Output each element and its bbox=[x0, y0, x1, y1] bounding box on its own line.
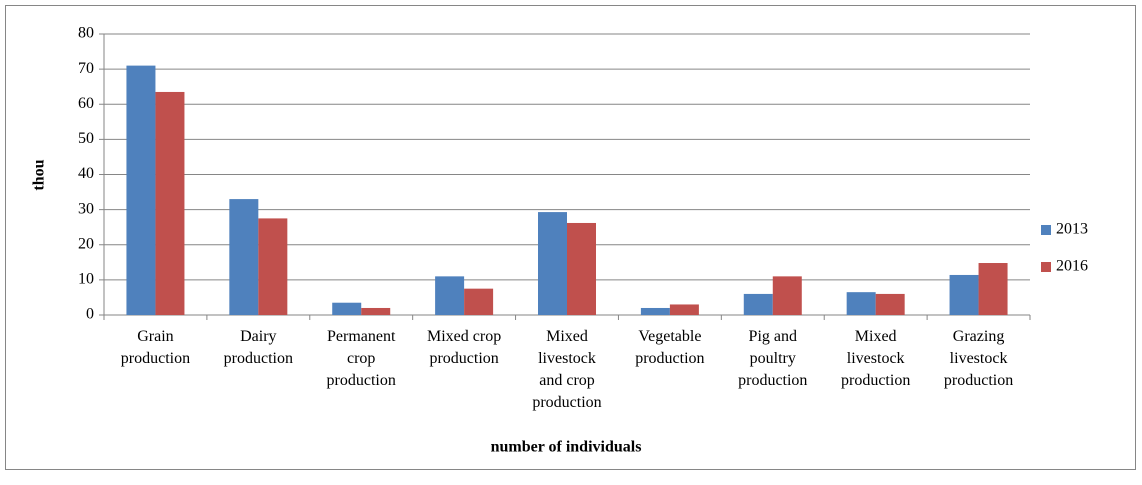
legend-label: 2016 bbox=[1056, 258, 1088, 275]
bar bbox=[875, 293, 905, 315]
x-tick-label: Grain production bbox=[121, 328, 190, 367]
x-tick-label: Grazing livestock production bbox=[944, 328, 1013, 389]
y-tick-label: 0 bbox=[86, 306, 94, 323]
y-tick-label: 60 bbox=[78, 95, 94, 112]
bar bbox=[464, 288, 494, 315]
y-tick-label: 20 bbox=[78, 235, 94, 252]
bar bbox=[361, 307, 391, 315]
x-tick-label: Pig and poultry production bbox=[738, 328, 807, 389]
x-tick-label: Dairy production bbox=[224, 328, 293, 367]
y-tick-label: 50 bbox=[78, 130, 94, 147]
bar bbox=[640, 307, 670, 315]
x-tick-label: Vegetable production bbox=[635, 328, 704, 367]
y-tick-label: 70 bbox=[78, 60, 94, 77]
bar bbox=[846, 292, 876, 315]
bar bbox=[229, 199, 259, 315]
bar bbox=[258, 218, 288, 315]
x-tick-label: Mixed livestock and crop production bbox=[532, 328, 601, 411]
legend-swatch bbox=[1041, 262, 1051, 272]
bar bbox=[538, 212, 567, 315]
bar bbox=[126, 65, 156, 315]
bar bbox=[978, 263, 1008, 315]
x-tick-label: Mixed livestock production bbox=[841, 328, 910, 389]
bar bbox=[743, 293, 773, 315]
x-axis-label: number of individuals bbox=[491, 439, 642, 456]
bar bbox=[155, 91, 185, 315]
y-tick-label: 30 bbox=[78, 200, 94, 217]
bar bbox=[435, 276, 465, 315]
y-tick-label: 10 bbox=[78, 271, 94, 288]
legend-label: 2013 bbox=[1056, 221, 1088, 238]
y-axis-label: thou bbox=[31, 159, 48, 190]
bar bbox=[949, 274, 979, 315]
y-tick-label: 80 bbox=[78, 25, 94, 42]
legend-swatch bbox=[1041, 225, 1051, 235]
x-tick-label: Permanent crop production bbox=[327, 328, 396, 389]
x-tick-label: Mixed crop production bbox=[427, 328, 501, 367]
bar bbox=[772, 276, 802, 315]
bar bbox=[567, 222, 596, 315]
bar bbox=[332, 302, 362, 315]
y-tick-label: 40 bbox=[78, 165, 94, 182]
bar bbox=[669, 304, 699, 315]
